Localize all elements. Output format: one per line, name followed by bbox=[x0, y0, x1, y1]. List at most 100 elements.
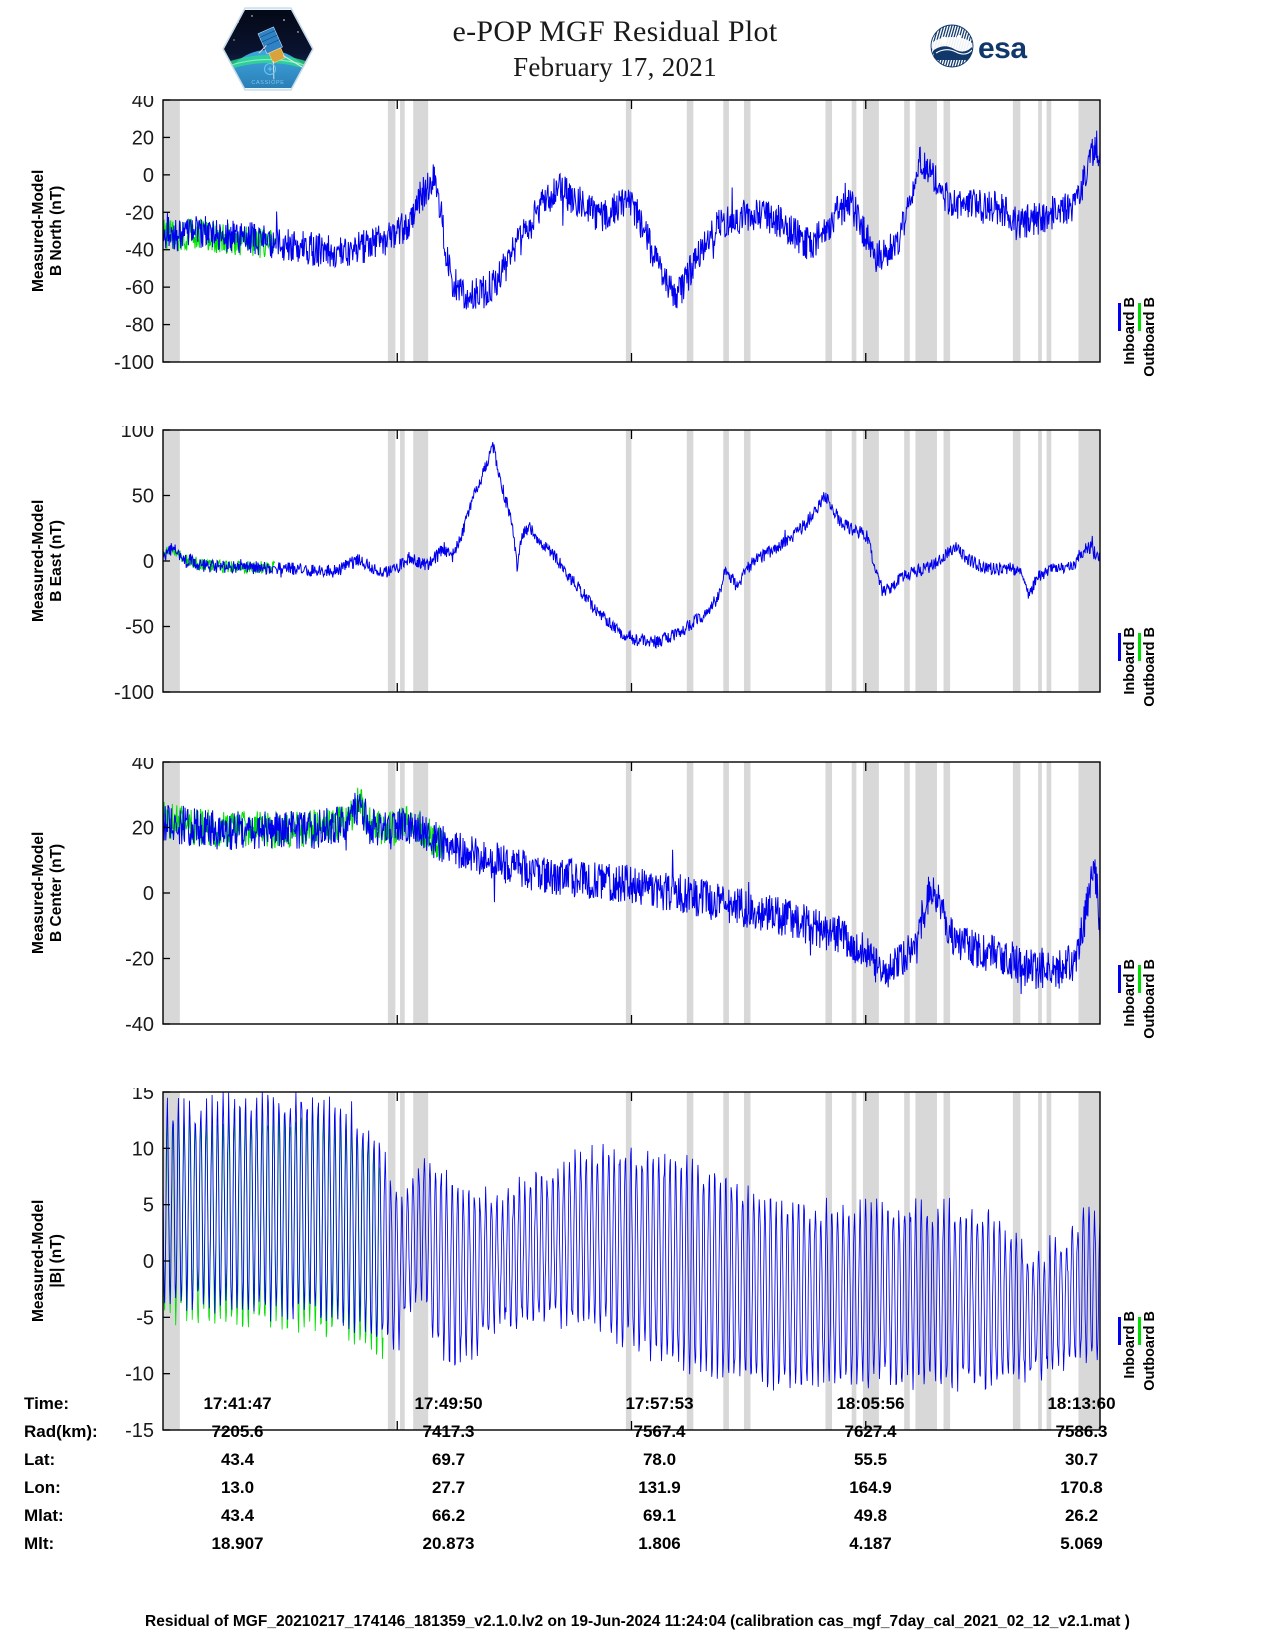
y-tick-label: 0 bbox=[143, 551, 154, 573]
shaded-band bbox=[686, 430, 694, 692]
table-cell: 30.7 bbox=[1064, 1450, 1099, 1469]
y-tick-label: 0 bbox=[143, 883, 154, 905]
shaded-band bbox=[943, 1092, 951, 1430]
legend-swatch-inboard bbox=[1118, 632, 1121, 661]
shaded-band bbox=[400, 430, 405, 692]
ephemeris-table-grid: Time: 17:41:47 17:49:50 17:57:53 18:05:56 18:… bbox=[22, 1390, 1187, 1558]
shaded-band bbox=[943, 430, 951, 692]
legend-swatch-outboard bbox=[1138, 964, 1141, 993]
y-tick-label: -20 bbox=[125, 202, 154, 224]
shaded-band bbox=[1046, 100, 1052, 362]
table-row-label: Mlat: bbox=[24, 1506, 64, 1525]
shaded-band bbox=[400, 762, 405, 1024]
y-tick-label: 40 bbox=[132, 758, 154, 774]
table-row-label: Lon: bbox=[24, 1478, 61, 1497]
shaded-band bbox=[904, 430, 910, 692]
y-axis-label-b-north: Measured-Model B North (nT) bbox=[30, 170, 66, 292]
shaded-band bbox=[413, 762, 429, 1024]
shaded-band bbox=[1012, 430, 1021, 692]
y-axis-label-line1: Measured-Model bbox=[30, 831, 47, 954]
y-axis-label-b-center: Measured-Model B Center (nT) bbox=[30, 832, 66, 954]
table-row: Rad(km): 7205.6 7417.3 7567.4 7627.4 7586.3 bbox=[22, 1418, 1187, 1446]
table-cell: 55.5 bbox=[853, 1450, 888, 1469]
y-tick-label: 10 bbox=[132, 1138, 154, 1160]
y-tick-label: 20 bbox=[132, 127, 154, 149]
table-row: Lon: 13.0 27.7 131.9 164.9 170.8 bbox=[22, 1474, 1187, 1502]
y-axis-label-line2: |B| (nT) bbox=[48, 1234, 65, 1288]
shaded-band bbox=[387, 1092, 396, 1430]
legend-swatch-inboard bbox=[1118, 964, 1121, 993]
shaded-band bbox=[915, 100, 937, 362]
series-inboard-b bbox=[162, 792, 1101, 994]
plot-b-center: 40 20 0 -20 -40 bbox=[125, 758, 1101, 1036]
shaded-band bbox=[723, 1092, 729, 1430]
shaded-band bbox=[413, 430, 429, 692]
shaded-band bbox=[625, 1092, 632, 1430]
title-main: e-POP MGF Residual Plot bbox=[452, 15, 778, 48]
series-inboard-b bbox=[162, 442, 1101, 649]
shaded-band bbox=[1038, 430, 1042, 692]
table-row-label: Mlt: bbox=[24, 1534, 55, 1553]
panel-b-magnitude: 15 10 5 0 -5 -10 -15 Measured-Model |B| (nT) Inbo… bbox=[0, 1088, 1275, 1452]
shaded-band bbox=[625, 100, 632, 362]
shaded-band bbox=[862, 430, 879, 692]
y-tick-label: -60 bbox=[125, 277, 154, 299]
shaded-band bbox=[1046, 1092, 1052, 1430]
shaded-band bbox=[387, 762, 396, 1024]
y-axis-label-b-east: Measured-Model B East (nT) bbox=[30, 500, 66, 622]
legend-swatch-inboard bbox=[1118, 302, 1121, 331]
y-tick-label: -50 bbox=[125, 617, 154, 639]
y-axis-label-line2: B East (nT) bbox=[48, 519, 65, 602]
legend-swatch-outboard bbox=[1138, 302, 1141, 331]
shaded-band bbox=[915, 762, 937, 1024]
shaded-band bbox=[1038, 1092, 1042, 1430]
table-cell: 1.806 bbox=[638, 1534, 681, 1553]
y-tick-label: -5 bbox=[136, 1307, 154, 1329]
y-tick-label: 20 bbox=[132, 818, 154, 840]
shaded-band bbox=[625, 762, 632, 1024]
legend-b-center: Inboard B Outboard B bbox=[1112, 841, 1202, 1038]
table-cell: 20.873 bbox=[422, 1534, 475, 1553]
table-cell: 7567.4 bbox=[633, 1422, 686, 1441]
shaded-band bbox=[743, 762, 751, 1024]
shaded-band bbox=[686, 100, 694, 362]
shaded-band bbox=[851, 430, 857, 692]
shaded-band bbox=[862, 100, 879, 362]
shaded-band bbox=[1012, 762, 1021, 1024]
y-tick-label: 50 bbox=[132, 486, 154, 508]
table-cell: 170.8 bbox=[1060, 1478, 1103, 1497]
shaded-band bbox=[387, 430, 396, 692]
y-tick-label: 0 bbox=[143, 165, 154, 187]
legend-swatch-outboard bbox=[1138, 632, 1141, 661]
shaded-band bbox=[851, 762, 857, 1024]
shaded-band bbox=[862, 1092, 879, 1430]
table-cell: 4.187 bbox=[849, 1534, 892, 1553]
shaded-band bbox=[1078, 1092, 1100, 1430]
shaded-band bbox=[851, 100, 857, 362]
table-cell: 18.907 bbox=[211, 1534, 264, 1553]
shaded-band bbox=[1046, 762, 1052, 1024]
table-cell: 7627.4 bbox=[844, 1422, 897, 1441]
table-cell: 78.0 bbox=[642, 1450, 677, 1469]
plot-b-east: 100 50 0 -50 -100 bbox=[114, 426, 1101, 704]
shaded-band bbox=[723, 100, 729, 362]
plot-b-north: 40 20 0 -20 -40 -60 -80 -100 bbox=[114, 96, 1101, 374]
shaded-band bbox=[723, 430, 729, 692]
y-tick-label: -80 bbox=[125, 315, 154, 337]
shaded-band bbox=[943, 762, 951, 1024]
table-cell: 66.2 bbox=[431, 1506, 466, 1525]
page-title: e-POP MGF Residual Plot February 17, 202… bbox=[330, 14, 900, 84]
shaded-band bbox=[825, 762, 833, 1024]
table-cell: 5.069 bbox=[1060, 1534, 1103, 1553]
y-axis-label-line2: B Center (nT) bbox=[48, 843, 65, 942]
shaded-band bbox=[943, 100, 951, 362]
series-inboard-b bbox=[162, 130, 1101, 310]
y-tick-label: -100 bbox=[114, 352, 154, 374]
table-cell: 43.4 bbox=[220, 1506, 255, 1525]
table-cell: 7205.6 bbox=[211, 1422, 264, 1441]
legend-swatch-outboard bbox=[1138, 1317, 1141, 1346]
shaded-band bbox=[723, 762, 729, 1024]
mission-patch-wordmark: CASSIOPE bbox=[251, 80, 284, 86]
y-axis-label-line1: Measured-Model bbox=[30, 169, 47, 292]
y-tick-label: -40 bbox=[125, 1014, 154, 1036]
